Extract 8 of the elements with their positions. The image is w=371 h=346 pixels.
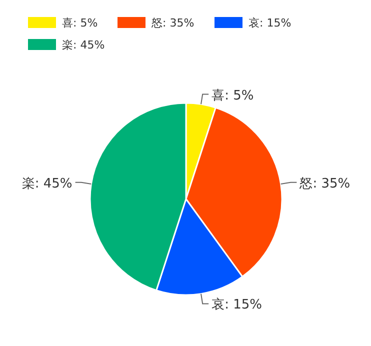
legend-label: 喜: 5% [62, 16, 98, 30]
slice-label: 楽: 45% [22, 176, 72, 192]
legend-label: 哀: 15% [248, 16, 292, 30]
legend-label: 楽: 45% [62, 38, 105, 52]
slice-label: 喜: 5% [212, 88, 254, 104]
legend-label: 怒: 35% [150, 16, 194, 30]
slice-label: 怒: 35% [298, 176, 350, 192]
slice-label: 哀: 15% [212, 298, 262, 313]
